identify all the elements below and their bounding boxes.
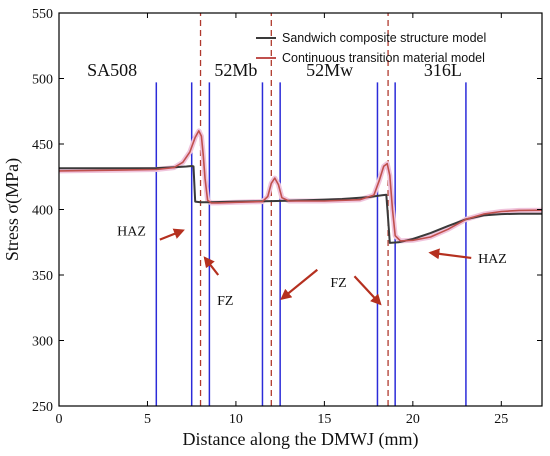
y-tick-label-1: 300 <box>32 335 53 350</box>
region-label-0: SA508 <box>87 60 137 80</box>
y-tick-label-5: 500 <box>32 73 53 88</box>
annotation-label-0: HAZ <box>117 225 146 240</box>
x-tick-label-5: 25 <box>494 412 508 427</box>
x-tick-label-4: 20 <box>406 412 420 427</box>
series-line-continuous <box>58 130 543 242</box>
annotation-layer: SA508 52Mb 52Mw 316L HAZ FZ FZ HAZ <box>87 60 507 309</box>
interface-lines <box>155 82 467 406</box>
fusion-lines <box>199 13 389 406</box>
region-label-2: 52Mw <box>306 60 353 80</box>
series-layer <box>58 128 543 244</box>
y-tick-label-3: 400 <box>32 204 53 219</box>
region-label-3: 316L <box>424 60 462 80</box>
region-label-1: 52Mb <box>214 60 257 80</box>
y-tick-label-0: 250 <box>32 400 53 415</box>
y-tick-label-6: 550 <box>32 7 53 22</box>
x-tick-label-2: 10 <box>229 412 243 427</box>
annotation-arrow-3 <box>353 275 382 306</box>
annotation-arrow-0 <box>159 228 185 241</box>
annotation-label-2: FZ <box>330 276 346 291</box>
y-axis-title: Stress σ(MPa) <box>2 158 23 261</box>
x-axis-title: Distance along the DMWJ (mm) <box>183 429 419 450</box>
x-tick-label-0: 0 <box>56 412 63 427</box>
annotation-label-1: FZ <box>217 294 233 309</box>
annotation-label-3: HAZ <box>478 252 507 267</box>
y-tick-label-4: 450 <box>32 138 53 153</box>
legend-label-sandwich: Sandwich composite structure model <box>282 31 486 45</box>
x-tick-label-3: 15 <box>317 412 331 427</box>
legend: Sandwich composite structure model Conti… <box>256 31 486 65</box>
annotation-arrow-2 <box>280 268 319 300</box>
x-tick-label-1: 5 <box>144 412 151 427</box>
axis-ticks: 0 5 10 15 20 25 250 300 350 400 450 500 550 <box>32 7 542 427</box>
y-tick-label-2: 350 <box>32 269 53 284</box>
annotation-arrow-4 <box>428 248 472 260</box>
legend-label-continuous: Continuous transition material model <box>282 51 485 65</box>
annotation-arrow-1 <box>203 256 220 276</box>
